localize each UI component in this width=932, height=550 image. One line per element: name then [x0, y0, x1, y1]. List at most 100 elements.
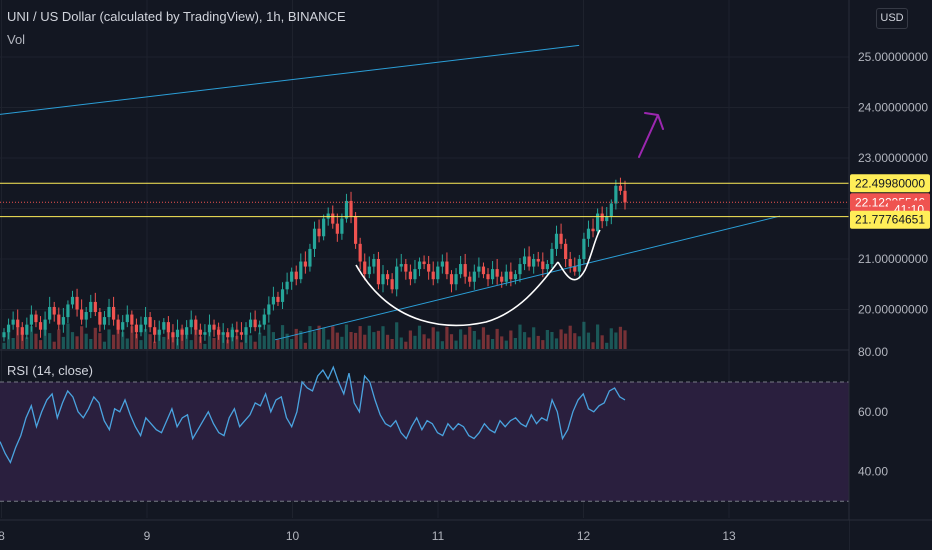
candle-body — [509, 271, 513, 280]
trendline[interactable] — [274, 215, 781, 341]
volume-bar — [52, 341, 56, 349]
volume-bar — [536, 335, 540, 349]
candle-body — [194, 319, 198, 330]
volume-bar — [609, 328, 613, 349]
candle-body — [385, 274, 390, 280]
candle-body — [600, 213, 604, 222]
candle-body — [417, 261, 422, 270]
candle-body — [230, 329, 234, 338]
cup-curve[interactable] — [355, 261, 559, 327]
candle-body — [504, 271, 508, 282]
candle-body — [285, 281, 289, 290]
candle-body — [545, 264, 549, 270]
volume-bar — [239, 342, 244, 349]
up-arrow-icon[interactable] — [638, 112, 664, 158]
volume-bar — [143, 328, 148, 349]
volume-bar — [413, 335, 417, 349]
volume-bar — [399, 337, 403, 349]
candle-body — [500, 276, 504, 282]
volume-bar — [481, 327, 486, 349]
candle-body — [363, 261, 367, 275]
candle-body — [221, 332, 225, 335]
price-label-text: 22.49980000 — [855, 176, 925, 190]
candle-body — [513, 274, 518, 280]
volume-bar — [518, 324, 522, 349]
candle-body — [532, 259, 536, 267]
time-axis[interactable] — [0, 520, 849, 550]
candle-body — [317, 228, 321, 237]
volume-bar — [468, 326, 472, 349]
candle-body — [157, 329, 161, 335]
volume-bar — [376, 330, 381, 349]
candle-body — [353, 216, 358, 244]
volume-bar — [89, 339, 93, 349]
price-tick-label: 21.00000000 — [858, 252, 928, 266]
candle-body — [143, 317, 148, 325]
handle-curve[interactable] — [557, 229, 601, 281]
volume-bar — [207, 330, 212, 349]
rsi-tick-label: 40.00 — [858, 464, 888, 478]
volume-bar — [344, 324, 349, 349]
candle-body — [349, 200, 353, 217]
volume-bar — [404, 341, 408, 349]
volume-bar — [490, 339, 495, 349]
candle-body — [431, 271, 435, 280]
volume-bar — [84, 333, 88, 349]
volume-bar — [93, 327, 97, 349]
volume-bar — [180, 328, 184, 349]
candle-body — [596, 213, 600, 232]
candle-body — [427, 264, 431, 272]
volume-bar — [326, 339, 330, 349]
candle-body — [344, 200, 349, 219]
candle-body — [148, 317, 152, 328]
candle-body — [559, 233, 563, 244]
candle-body — [564, 243, 568, 259]
candles-group — [2, 177, 627, 346]
candle-body — [276, 296, 280, 302]
volume-bar — [230, 327, 234, 349]
volume-bar — [477, 339, 481, 349]
volume-bar — [559, 329, 563, 349]
volume-bar — [322, 327, 326, 349]
volume-bar — [358, 326, 362, 349]
candle-body — [459, 264, 463, 275]
candle-body — [89, 301, 93, 313]
volume-bar — [48, 333, 52, 349]
candle-body — [280, 289, 285, 302]
candle-body — [381, 274, 385, 285]
volume-bar — [522, 332, 527, 349]
volume-bar — [20, 332, 24, 349]
volume-bar — [153, 341, 157, 349]
volume-bar — [372, 332, 376, 349]
candle-body — [171, 332, 175, 338]
candle-body — [180, 329, 184, 335]
candle-body — [244, 327, 248, 335]
candle-body — [472, 271, 476, 282]
volume-bar — [262, 335, 266, 349]
volume-bar — [303, 342, 307, 349]
candle-body — [185, 327, 189, 335]
trendline[interactable] — [0, 44, 580, 115]
candle-body — [618, 185, 623, 191]
price-axis[interactable] — [849, 0, 932, 550]
volume-bar — [495, 328, 499, 349]
volume-bar — [34, 333, 38, 349]
currency-button[interactable]: USD — [876, 8, 908, 29]
volume-bar — [422, 334, 426, 349]
volume-bar — [290, 339, 294, 349]
candle-body — [395, 266, 399, 290]
candle-body — [468, 276, 472, 282]
volume-bar — [445, 326, 449, 349]
candle-body — [262, 314, 266, 325]
volume-bar — [125, 338, 129, 349]
volume-bar — [577, 336, 581, 349]
candle-body — [107, 306, 111, 318]
candle-body — [93, 301, 97, 313]
candle-body — [490, 269, 495, 280]
volume-bar — [299, 330, 303, 349]
volume-bar — [395, 322, 399, 349]
volume-bar — [166, 324, 170, 349]
candle-body — [80, 309, 84, 320]
volume-bar — [235, 335, 239, 349]
